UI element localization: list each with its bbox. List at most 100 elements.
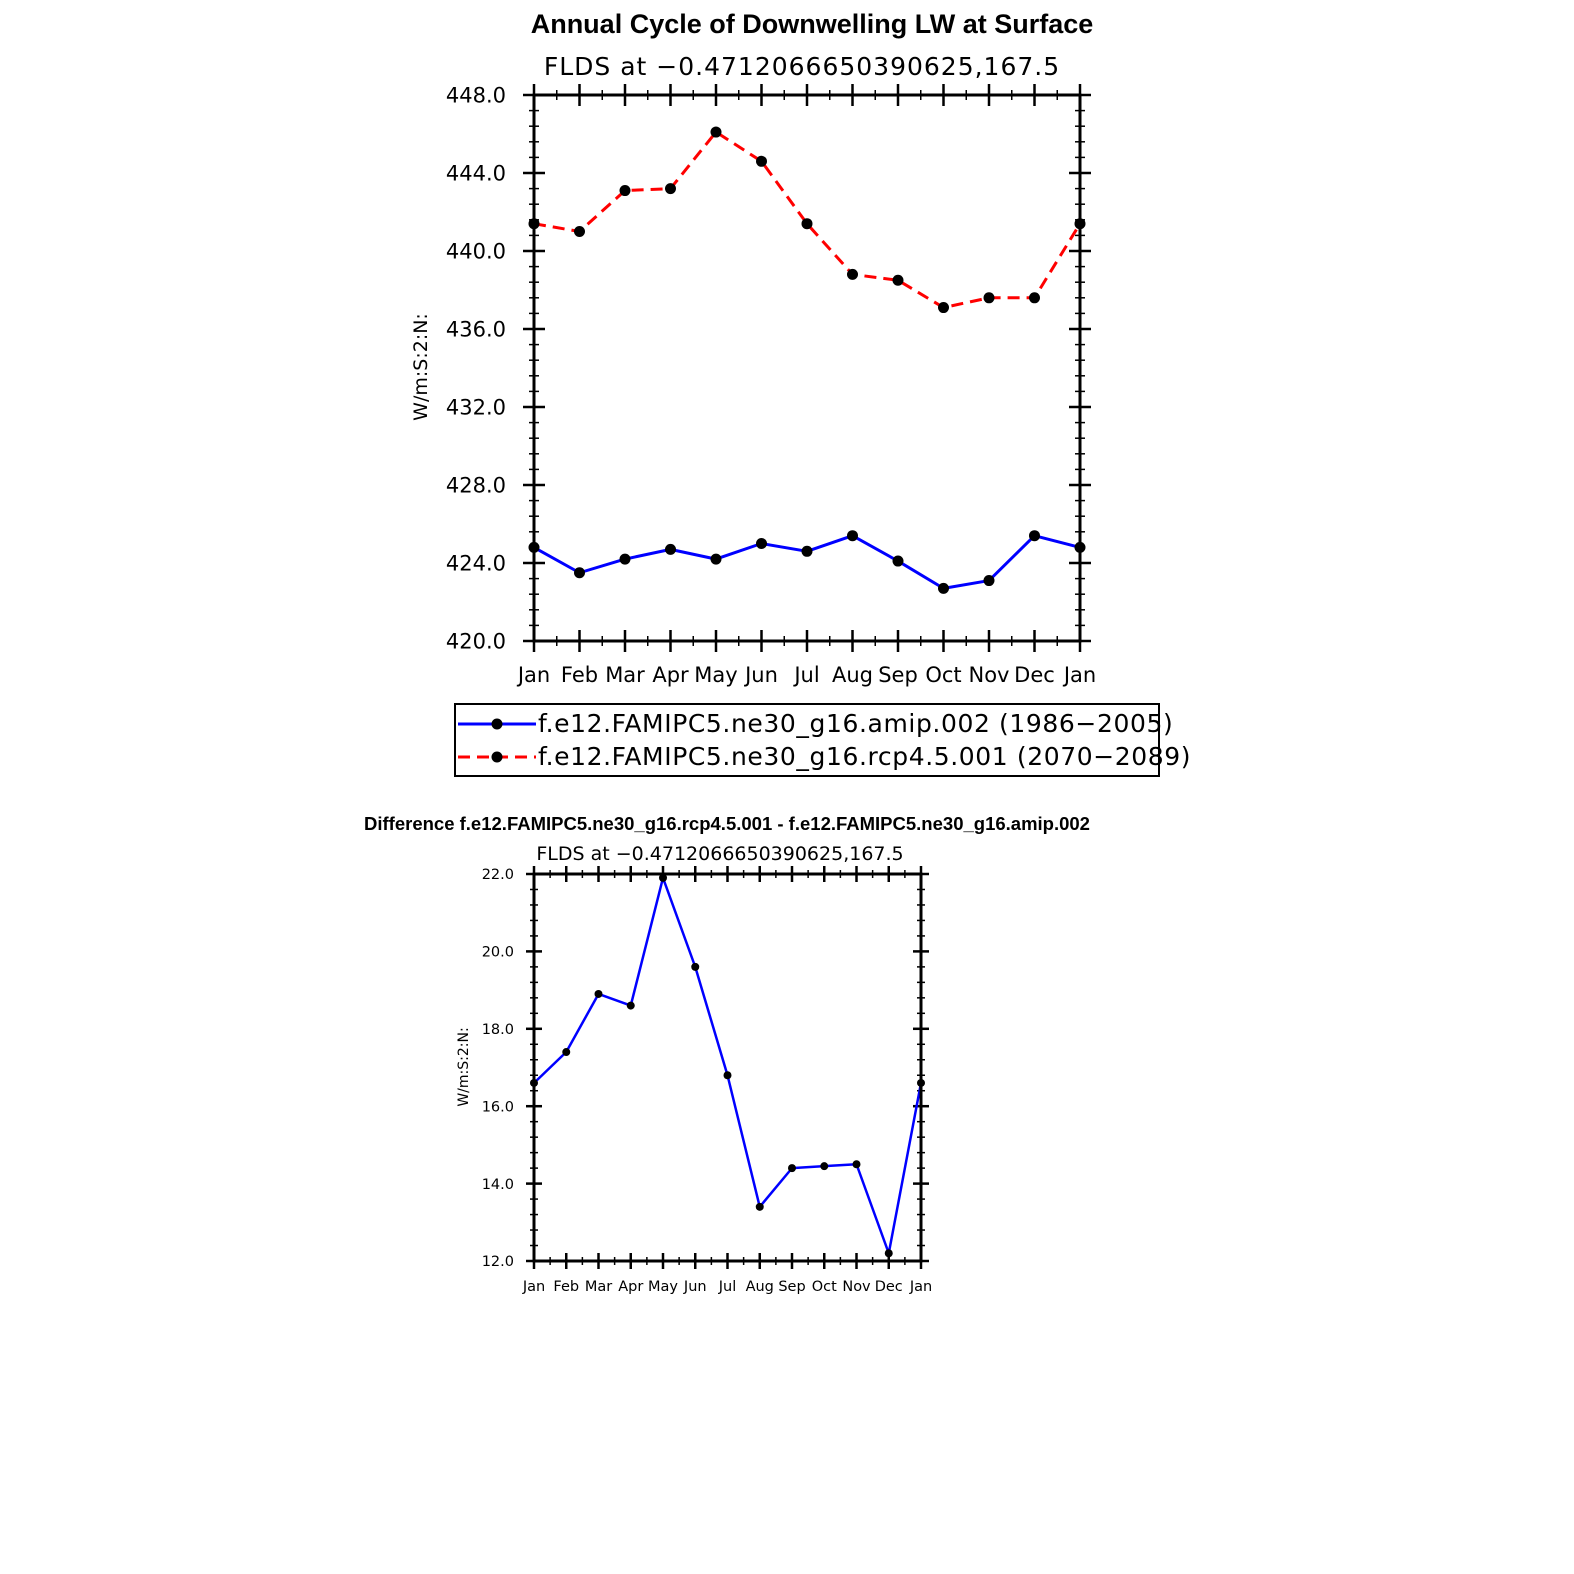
bottom-chart-ticks bbox=[526, 866, 929, 1269]
top-x-tick-label: May bbox=[694, 663, 737, 687]
top-y-tick-label: 436.0 bbox=[446, 318, 506, 342]
bottom-y-tick-label: 14.0 bbox=[482, 1177, 514, 1193]
bottom-x-tick-label: Apr bbox=[618, 1279, 643, 1295]
top-x-tick-label: Mar bbox=[605, 663, 645, 687]
top-x-tick-label: Jan bbox=[516, 663, 550, 687]
top-chart-subtitle: FLDS at −0.4712066650390625,167.5 bbox=[544, 52, 1060, 81]
bottom-chart-subtitle: FLDS at −0.4712066650390625,167.5 bbox=[536, 843, 903, 865]
bottom-x-tick-label: Jan bbox=[522, 1279, 545, 1295]
top-y-tick-label: 424.0 bbox=[446, 552, 506, 576]
bottom-chart-frame bbox=[532, 872, 923, 1263]
bottom-chart: Difference f.e12.FAMIPC5.ne30_g16.rcp4.5… bbox=[364, 813, 1090, 1295]
top-chart-frame bbox=[532, 93, 1082, 643]
bottom-y-tick-label: 12.0 bbox=[482, 1254, 514, 1270]
top-chart-x-tick-labels: Jan Feb Mar Apr May Jun Jul Aug Sep Oct Nov Dec Jan bbox=[516, 663, 1096, 687]
top-series-0-point bbox=[619, 553, 631, 565]
top-x-tick-label: Sep bbox=[878, 663, 918, 687]
bottom-series-0-point bbox=[788, 1164, 796, 1173]
top-y-tick-label: 428.0 bbox=[446, 474, 506, 498]
bottom-x-tick-label: May bbox=[648, 1279, 678, 1295]
top-series-1-point bbox=[892, 274, 904, 286]
top-series-1-point bbox=[574, 226, 585, 237]
top-x-tick-label: Jul bbox=[792, 663, 819, 687]
top-series-0-point bbox=[983, 575, 995, 587]
top-series-0-point bbox=[1029, 530, 1040, 542]
top-series-0-point bbox=[710, 553, 722, 565]
legend-label-rcp: f.e12.FAMIPC5.ne30_g16.rcp4.5.001 (2070−… bbox=[538, 742, 1191, 771]
bottom-series-0-point bbox=[884, 1249, 893, 1258]
top-series-0-point bbox=[665, 543, 676, 555]
bottom-series-0-point bbox=[594, 989, 603, 998]
top-x-tick-label: Feb bbox=[561, 663, 598, 687]
bottom-series-line-0 bbox=[533, 876, 923, 1255]
bottom-x-tick-label: Jul bbox=[718, 1279, 737, 1295]
bottom-y-tick-label: 16.0 bbox=[482, 1099, 514, 1115]
top-x-tick-label: Dec bbox=[1014, 663, 1055, 687]
top-chart-series bbox=[528, 126, 1086, 594]
bottom-series-0-point bbox=[852, 1160, 861, 1169]
top-x-tick-label: Apr bbox=[652, 663, 689, 687]
bottom-chart-ylabel: W/m:S:2:N: bbox=[456, 1027, 472, 1106]
legend-item-amip: f.e12.FAMIPC5.ne30_g16.amip.002 (1986−20… bbox=[458, 709, 1173, 738]
top-series-1-point bbox=[1029, 292, 1040, 304]
top-series-1-point bbox=[847, 268, 858, 280]
top-chart-y-tick-labels: 420.0 424.0 428.0 432.0 436.0 440.0 444.0 448.0 bbox=[446, 84, 506, 654]
top-series-1-point bbox=[756, 155, 767, 167]
bottom-x-tick-label: Sep bbox=[778, 1279, 805, 1295]
top-y-tick-label: 420.0 bbox=[446, 630, 506, 654]
top-series-1-point bbox=[801, 218, 813, 230]
top-series-1-point bbox=[938, 302, 949, 314]
top-x-tick-label: Jan bbox=[1062, 663, 1096, 687]
legend-item-rcp: f.e12.FAMIPC5.ne30_g16.rcp4.5.001 (2070−… bbox=[458, 742, 1191, 771]
legend-label-amip: f.e12.FAMIPC5.ne30_g16.amip.002 (1986−20… bbox=[538, 709, 1173, 738]
top-x-tick-label: Nov bbox=[969, 663, 1010, 687]
bottom-series-0-point bbox=[755, 1202, 764, 1211]
bottom-series-0-point bbox=[723, 1071, 732, 1080]
top-chart-title: Annual Cycle of Downwelling LW at Surfac… bbox=[531, 9, 1094, 39]
top-x-tick-label: Oct bbox=[925, 663, 961, 687]
bottom-y-tick-label: 18.0 bbox=[482, 1022, 514, 1038]
bottom-y-tick-label: 22.0 bbox=[482, 867, 514, 883]
bottom-x-tick-label: Jan bbox=[909, 1279, 932, 1295]
bottom-series-0-point bbox=[691, 962, 700, 971]
legend-marker-rcp bbox=[491, 751, 503, 763]
top-chart: Annual Cycle of Downwelling LW at Surfac… bbox=[410, 9, 1191, 777]
top-series-1-point bbox=[665, 183, 676, 195]
bottom-x-tick-label: Oct bbox=[812, 1279, 837, 1295]
top-x-tick-label: Aug bbox=[832, 663, 873, 687]
top-series-line-0 bbox=[533, 534, 1081, 590]
bottom-chart-title: Difference f.e12.FAMIPC5.ne30_g16.rcp4.5… bbox=[364, 813, 1090, 834]
top-chart-ylabel: W/m:S:2:N: bbox=[410, 313, 432, 421]
bottom-chart-x-tick-labels: Jan Feb Mar Apr May Jun Jul Aug Sep Oct Nov Dec Jan bbox=[522, 1279, 932, 1295]
bottom-x-tick-label: Jun bbox=[683, 1279, 707, 1295]
top-series-0-point bbox=[892, 555, 904, 567]
top-series-0-point bbox=[938, 582, 949, 594]
top-y-tick-label: 444.0 bbox=[446, 162, 506, 186]
bottom-x-tick-label: Dec bbox=[875, 1279, 903, 1295]
top-y-tick-label: 448.0 bbox=[446, 84, 506, 108]
bottom-series-0-point bbox=[562, 1048, 571, 1057]
bottom-x-tick-label: Mar bbox=[585, 1279, 612, 1295]
bottom-y-tick-label: 20.0 bbox=[482, 945, 514, 961]
top-series-0-point bbox=[574, 567, 585, 579]
top-y-tick-label: 432.0 bbox=[446, 396, 506, 420]
top-chart-ticks bbox=[523, 84, 1091, 652]
top-series-0-point bbox=[756, 538, 767, 549]
top-series-0-point bbox=[801, 545, 813, 557]
bottom-series-0-point bbox=[820, 1162, 829, 1171]
bottom-chart-y-tick-labels: 12.0 14.0 16.0 18.0 20.0 22.0 bbox=[482, 867, 514, 1270]
top-series-0-point bbox=[847, 530, 858, 542]
bottom-series-0-point bbox=[626, 1001, 635, 1010]
bottom-x-tick-label: Feb bbox=[553, 1279, 579, 1295]
legend: f.e12.FAMIPC5.ne30_g16.amip.002 (1986−20… bbox=[454, 703, 1191, 777]
top-series-1-point bbox=[619, 185, 631, 197]
top-series-1-point bbox=[983, 292, 995, 304]
top-x-tick-label: Jun bbox=[743, 663, 778, 687]
legend-marker-amip bbox=[491, 718, 503, 730]
bottom-chart-series bbox=[530, 873, 925, 1258]
bottom-x-tick-label: Nov bbox=[842, 1279, 871, 1295]
bottom-x-tick-label: Aug bbox=[746, 1279, 774, 1295]
top-y-tick-label: 440.0 bbox=[446, 240, 506, 264]
bottom-series-0-point bbox=[659, 873, 667, 882]
